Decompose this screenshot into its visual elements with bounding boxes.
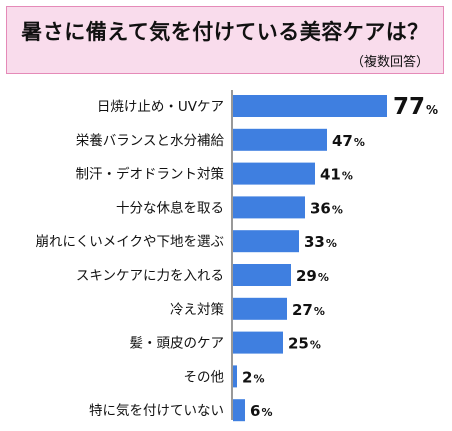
bar	[233, 128, 327, 151]
category-label: 十分な休息を取る	[116, 199, 224, 216]
value-label: 36%	[310, 199, 343, 217]
value-label: 77%	[393, 94, 438, 120]
bar	[233, 264, 291, 286]
category-label: 特に気を付けていない	[89, 403, 224, 419]
value-label: 29%	[296, 267, 329, 285]
category-label: 髪・頭皮のケア	[130, 336, 225, 352]
category-label: その他	[184, 369, 225, 385]
value-label: 41%	[320, 166, 353, 184]
category-label: 崩れにくいメイクや下地を選ぶ	[36, 234, 224, 250]
bar	[233, 162, 315, 185]
value-label: 25%	[288, 335, 321, 353]
bar	[233, 230, 299, 253]
bar	[233, 196, 305, 219]
bar	[233, 297, 287, 320]
value-label: 6%	[250, 402, 272, 420]
category-label: スキンケアに力を入れる	[76, 268, 224, 284]
value-label: 27%	[292, 301, 325, 319]
bar	[233, 95, 387, 117]
category-label: 制汗・デオドラント対策	[76, 166, 225, 183]
value-label: 2%	[242, 368, 264, 386]
category-label: 冷え対策	[170, 301, 224, 318]
chart-title: 暑さに備えて気を付けている美容ケアは？	[21, 20, 429, 44]
title-box: 暑さに備えて気を付けている美容ケアは？ （複数回答）	[6, 6, 444, 74]
chart-subtitle: （複数回答）	[350, 55, 429, 70]
value-label: 33%	[304, 233, 337, 251]
bar	[233, 399, 245, 422]
bar	[233, 331, 283, 354]
value-label: 47%	[332, 132, 365, 150]
category-label: 日焼け止め・UVケア	[97, 99, 224, 115]
bar	[233, 365, 237, 388]
category-label: 栄養バランスと水分補給	[76, 132, 225, 149]
